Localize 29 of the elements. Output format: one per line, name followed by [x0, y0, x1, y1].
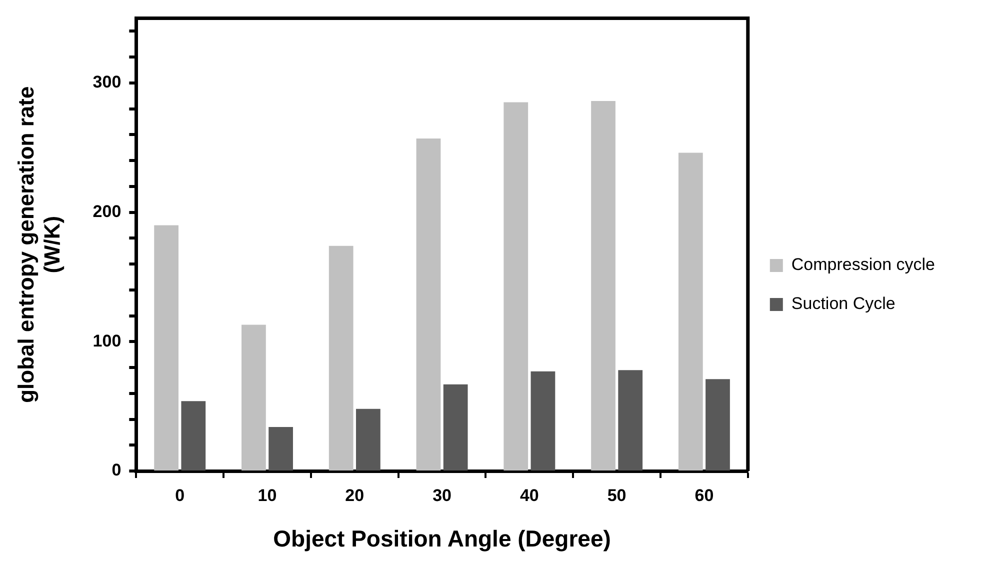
bar	[618, 370, 643, 470]
y-tick-label: 0	[112, 460, 122, 480]
y-axis-title: global entropy generation rate (W/K)	[13, 86, 65, 403]
x-tick-label: 10	[258, 486, 277, 505]
x-tick-label: 40	[520, 486, 539, 505]
bar	[678, 152, 703, 470]
bar	[154, 225, 179, 470]
x-axis-title: Object Position Angle (Degree)	[273, 526, 611, 552]
bar	[591, 101, 616, 470]
bar	[328, 246, 354, 470]
bar	[356, 408, 380, 470]
x-tick-label: 0	[175, 486, 185, 505]
y-tick-label: 300	[92, 72, 122, 92]
bar	[530, 371, 556, 470]
x-tick-label: 30	[432, 486, 452, 505]
bar	[268, 427, 293, 470]
y-tick-label: 200	[92, 202, 122, 221]
bar	[504, 102, 528, 470]
legend-label: Suction Cycle	[791, 294, 896, 314]
x-tick-label: 50	[607, 486, 626, 505]
legend-label: Compression cycle	[791, 255, 936, 274]
bar	[416, 138, 441, 470]
bar	[443, 384, 468, 470]
x-tick-label: 20	[345, 486, 364, 505]
bar	[181, 401, 206, 470]
bar	[242, 324, 266, 470]
y-tick-label: 100	[92, 331, 122, 350]
x-tick-label: 60	[694, 486, 714, 505]
bar	[706, 379, 730, 470]
